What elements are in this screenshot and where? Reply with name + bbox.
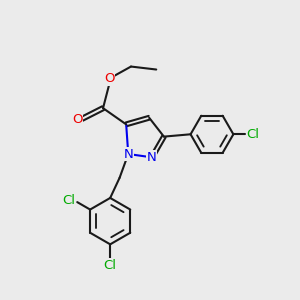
Text: N: N	[147, 151, 157, 164]
Text: Cl: Cl	[104, 259, 117, 272]
Text: Cl: Cl	[247, 128, 260, 141]
Text: Cl: Cl	[62, 194, 75, 207]
Text: O: O	[104, 72, 115, 85]
Text: O: O	[72, 113, 83, 126]
Text: N: N	[123, 148, 133, 160]
